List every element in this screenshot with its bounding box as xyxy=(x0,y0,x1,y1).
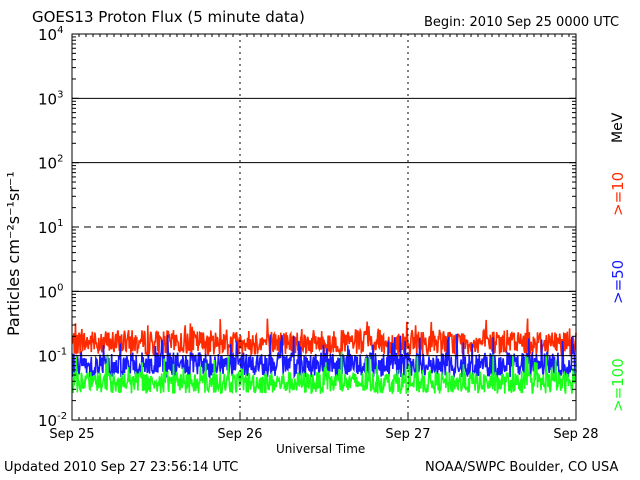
unit-label: MeV xyxy=(610,112,626,143)
series-line-1 xyxy=(71,333,577,380)
x-tick-label-3: Sep 28 xyxy=(553,427,598,442)
chart-title: GOES13 Proton Flux (5 minute data) xyxy=(32,8,305,26)
y-tick-label-4: 102 xyxy=(38,154,63,173)
x-tick-label-0: Sep 25 xyxy=(49,427,94,442)
legend-label-ge10: >=10 xyxy=(609,171,627,216)
x-tick-label-2: Sep 27 xyxy=(385,427,430,442)
y-tick-label-2: 100 xyxy=(38,282,63,301)
series-line-0 xyxy=(71,318,577,358)
tick-layer: 10-2 10-1 100 101 102 103 104 Sep 25 Sep 26 Sep 2… xyxy=(38,25,599,442)
series-line-2 xyxy=(71,351,577,395)
x-axis-label: Universal Time xyxy=(276,442,366,456)
y-tick-label-1: 10-1 xyxy=(38,347,67,366)
legend-label-ge100: >=100 xyxy=(609,358,627,412)
footer-updated: Updated 2010 Sep 27 23:56:14 UTC xyxy=(4,460,239,475)
x-tick-label-1: Sep 26 xyxy=(217,427,262,442)
legend-label-ge50: >=50 xyxy=(609,259,627,304)
y-tick-label-3: 101 xyxy=(38,218,63,237)
y-tick-label-0: 10-2 xyxy=(38,411,67,430)
footer-credit: NOAA/SWPC Boulder, CO USA xyxy=(425,460,619,475)
y-tick-label-6: 104 xyxy=(38,25,63,44)
grid-layer xyxy=(72,34,576,420)
series-layer xyxy=(71,318,577,395)
y-axis-label: Particles cm⁻²s⁻¹sr⁻¹ xyxy=(4,171,23,336)
begin-label: Begin: 2010 Sep 25 0000 UTC xyxy=(424,15,620,30)
y-tick-label-5: 103 xyxy=(38,89,63,108)
